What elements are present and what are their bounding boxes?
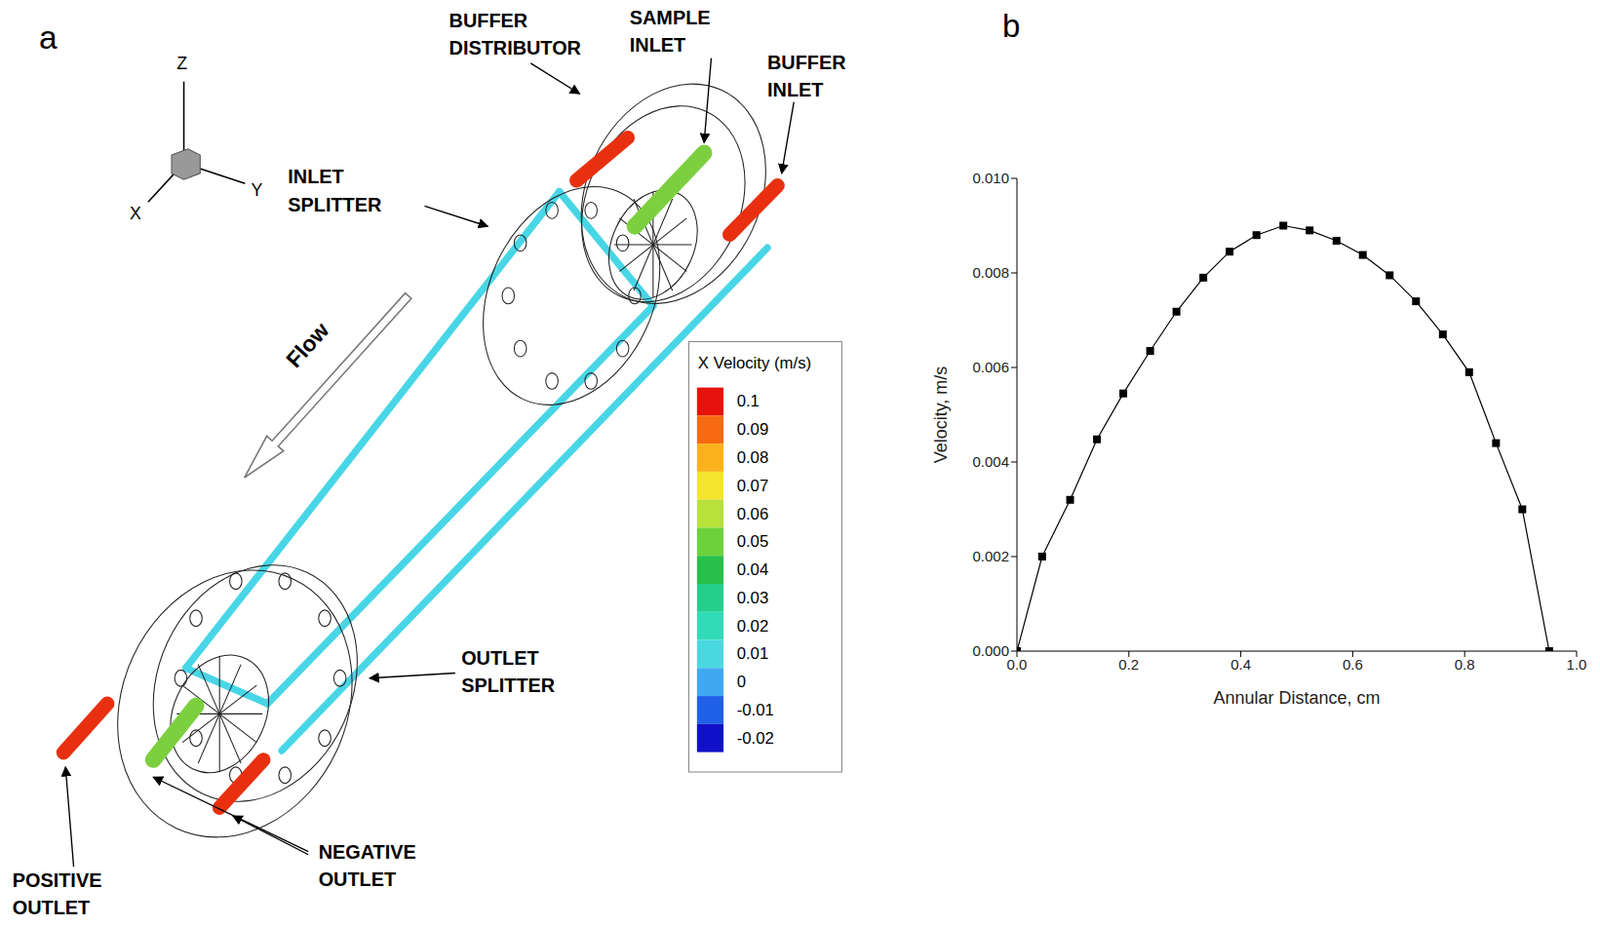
svg-text:0.06: 0.06 [737, 505, 770, 524]
svg-text:OUTLET: OUTLET [461, 647, 539, 669]
svg-text:0.01: 0.01 [737, 644, 770, 664]
svg-text:0.4: 0.4 [1230, 656, 1251, 673]
svg-text:OUTLET: OUTLET [12, 897, 90, 919]
svg-text:0.004: 0.004 [972, 453, 1010, 470]
svg-text:0.1: 0.1 [737, 391, 760, 411]
svg-text:a: a [39, 19, 58, 56]
svg-text:0.0: 0.0 [1007, 656, 1028, 673]
svg-text:SAMPLE: SAMPLE [629, 6, 711, 29]
svg-text:SPLITTER: SPLITTER [461, 674, 555, 697]
svg-text:0.000: 0.000 [972, 642, 1010, 660]
svg-text:0.2: 0.2 [1118, 656, 1139, 673]
svg-text:INLET: INLET [767, 78, 823, 101]
svg-text:0.8: 0.8 [1454, 656, 1476, 673]
svg-text:POSITIVE: POSITIVE [12, 869, 103, 892]
svg-text:INLET: INLET [629, 34, 686, 56]
svg-text:0.08: 0.08 [737, 448, 770, 468]
svg-text:OUTLET: OUTLET [318, 868, 396, 891]
svg-text:BUFFER: BUFFER [767, 51, 847, 74]
svg-text:-0.02: -0.02 [737, 729, 775, 748]
svg-text:0.02: 0.02 [737, 617, 770, 636]
svg-text:0.6: 0.6 [1342, 656, 1364, 673]
svg-text:X Velocity (m/s): X Velocity (m/s) [698, 353, 812, 373]
svg-text:Flow: Flow [280, 317, 334, 373]
svg-text:0.006: 0.006 [972, 358, 1010, 376]
svg-text:1.0: 1.0 [1566, 656, 1588, 673]
svg-text:0.04: 0.04 [737, 560, 770, 580]
svg-text:NEGATIVE: NEGATIVE [318, 841, 417, 863]
html-text:b: b [1002, 7, 1021, 44]
svg-text:BUFFER: BUFFER [449, 9, 529, 32]
svg-text:INLET: INLET [287, 165, 344, 188]
svg-text:-0.01: -0.01 [737, 701, 775, 720]
svg-text:0.008: 0.008 [972, 264, 1010, 281]
svg-text:0: 0 [737, 672, 746, 692]
svg-text:Velocity, m/s: Velocity, m/s [931, 366, 951, 465]
svg-text:0.010: 0.010 [972, 169, 1010, 187]
svg-text:Y: Y [251, 180, 264, 200]
svg-text:X: X [129, 203, 142, 224]
svg-text:0.002: 0.002 [972, 547, 1010, 565]
svg-text:0.07: 0.07 [737, 476, 770, 496]
svg-text:SPLITTER: SPLITTER [287, 194, 382, 216]
svg-text:0.05: 0.05 [737, 532, 770, 551]
svg-text:0.09: 0.09 [737, 420, 770, 439]
svg-text:Z: Z [176, 53, 188, 74]
svg-text:0.03: 0.03 [737, 588, 770, 608]
svg-text:Annular Distance, cm: Annular Distance, cm [1212, 688, 1380, 708]
svg-text:DISTRIBUTOR: DISTRIBUTOR [449, 37, 582, 59]
